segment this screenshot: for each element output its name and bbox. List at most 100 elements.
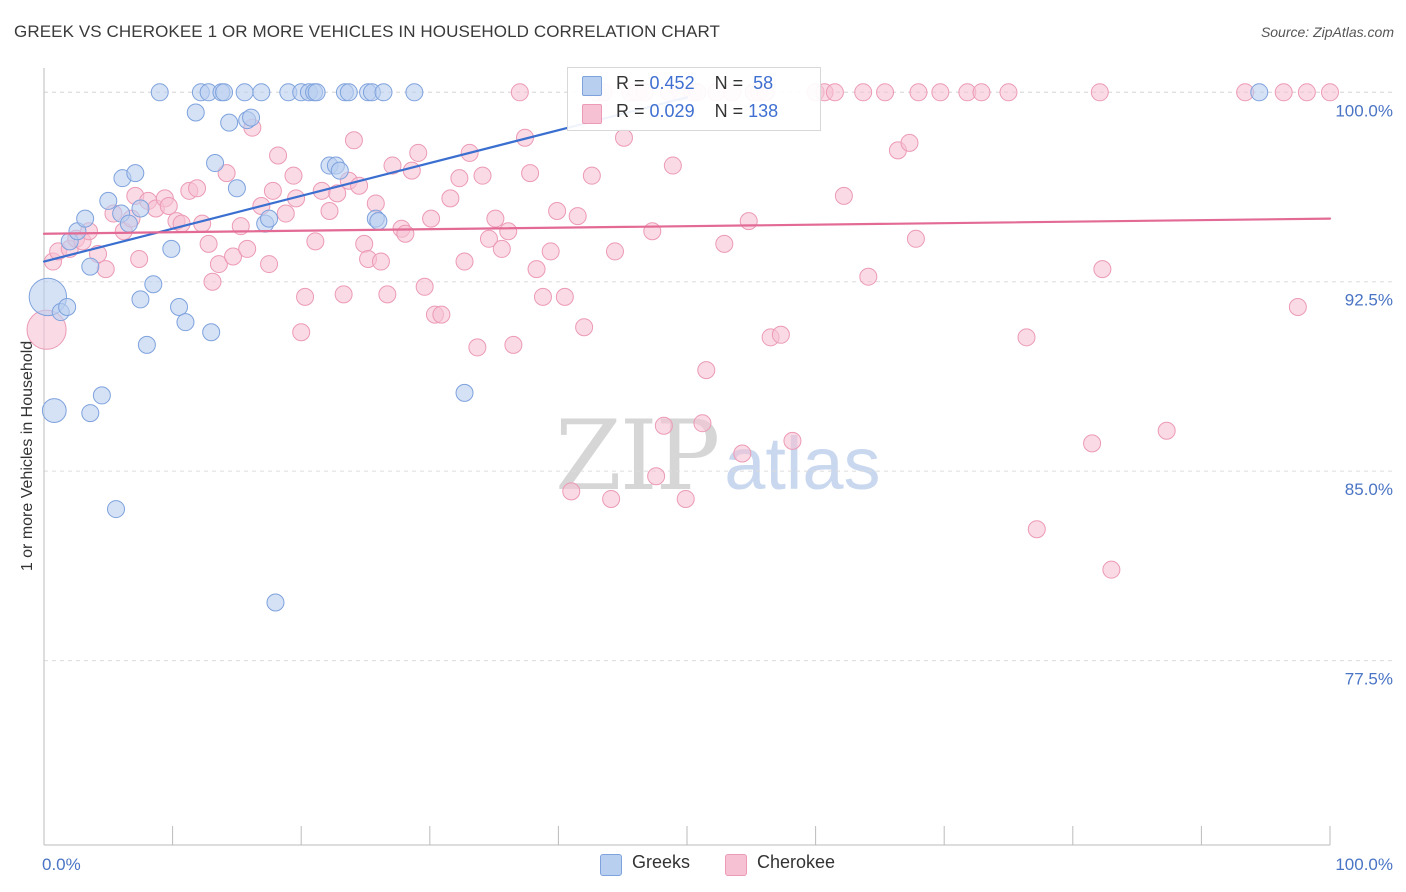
- greek-point: [137, 335, 156, 354]
- greek-point: [92, 386, 111, 405]
- cherokee-point: [859, 267, 878, 286]
- cherokee-point: [96, 260, 115, 279]
- cherokee-point: [355, 234, 374, 253]
- greek-point: [41, 398, 67, 423]
- greeks-swatch: [600, 854, 622, 876]
- cherokee-point: [602, 489, 621, 508]
- greek-point: [1250, 83, 1269, 102]
- cherokee-point: [1027, 520, 1046, 539]
- greek-point: [76, 209, 95, 228]
- cherokee-point: [292, 323, 311, 342]
- cherokee-swatch: [725, 854, 747, 876]
- greek-point: [176, 313, 195, 332]
- greek-point: [215, 83, 234, 102]
- cherokee-point: [533, 287, 552, 306]
- cherokee-point: [1297, 83, 1316, 102]
- cherokee-point: [555, 287, 574, 306]
- cherokee-point: [1090, 83, 1109, 102]
- cherokee-point: [854, 83, 873, 102]
- cherokee-point: [383, 156, 402, 175]
- stats-legend: R = 0.452 N = 58 R = 0.029 N = 138: [567, 67, 821, 131]
- cherokee-point: [450, 169, 469, 188]
- x-tick-label: 100.0%: [1335, 855, 1393, 874]
- cherokee-regression-line: [42, 217, 1332, 235]
- greek-point: [235, 83, 254, 102]
- cherokee-point: [468, 338, 487, 357]
- cherokee-point: [378, 285, 397, 304]
- series-legend: Greeks Cherokee: [0, 852, 1406, 878]
- cherokee-point: [486, 209, 505, 228]
- greek-point: [58, 298, 77, 317]
- greek-point: [330, 161, 349, 180]
- cherokee-point: [771, 325, 790, 344]
- cherokee-point: [527, 260, 546, 279]
- cherokee-point: [575, 318, 594, 337]
- cherokee-point: [188, 179, 207, 198]
- cherokee-point: [366, 194, 385, 213]
- greeks-series: [28, 83, 1269, 612]
- cherokee-point: [504, 335, 523, 354]
- cherokee-point: [409, 143, 428, 162]
- cherokee-point: [739, 212, 758, 231]
- cherokee-point: [643, 222, 662, 241]
- greek-point: [455, 383, 474, 402]
- greek-point: [131, 199, 150, 218]
- cherokee-point: [455, 252, 474, 271]
- cherokee-point: [224, 247, 243, 266]
- cherokee-point: [473, 166, 492, 185]
- cherokee-point: [783, 431, 802, 450]
- greek-point: [81, 257, 100, 276]
- cherokee-point: [510, 83, 529, 102]
- n-value: 58: [753, 73, 774, 93]
- cherokee-point: [422, 209, 441, 228]
- source-label: Source: ZipAtlas.com: [1260, 24, 1394, 40]
- cherokee-point: [676, 489, 695, 508]
- cherokee-point: [415, 277, 434, 296]
- greek-point: [369, 212, 388, 231]
- greek-point: [131, 290, 150, 309]
- greeks-swatch: [582, 76, 602, 96]
- y-tick-label: 92.5%: [1345, 291, 1393, 310]
- y-tick-label: 85.0%: [1345, 480, 1393, 499]
- n-label: N =: [714, 101, 744, 121]
- greek-point: [307, 83, 326, 102]
- cherokee-point: [1093, 260, 1112, 279]
- cherokee-point: [909, 83, 928, 102]
- cherokee-point: [906, 229, 925, 248]
- greek-point: [260, 209, 279, 228]
- cherokee-point: [269, 146, 288, 165]
- legend-text: R = 0.029 N = 138: [616, 101, 778, 122]
- cherokee-point: [130, 250, 149, 269]
- cherokee-point: [1083, 434, 1102, 453]
- cherokee-point: [276, 204, 295, 223]
- cherokee-point: [541, 242, 560, 261]
- cherokee-point: [492, 239, 511, 258]
- greek-point: [206, 154, 225, 173]
- greek-point: [227, 179, 246, 198]
- greek-point: [339, 83, 358, 102]
- cherokee-point: [999, 83, 1018, 102]
- greek-point: [252, 83, 271, 102]
- cherokee-point: [663, 156, 682, 175]
- cherokee-point: [1321, 83, 1339, 102]
- cherokee-point: [1274, 83, 1293, 102]
- cherokee-point: [568, 207, 587, 226]
- cherokee-point: [521, 164, 540, 183]
- greek-point: [405, 83, 424, 102]
- axes: [43, 68, 1331, 846]
- gridlines: [44, 91, 1392, 662]
- cherokee-point: [371, 252, 390, 271]
- cherokee-point: [320, 202, 339, 221]
- greek-point: [107, 500, 126, 519]
- greek-point: [162, 239, 181, 258]
- cherokee-point: [260, 255, 279, 274]
- cherokee-swatch: [582, 104, 602, 124]
- greek-point: [374, 83, 393, 102]
- cherokee-point: [1157, 421, 1176, 440]
- cherokee-point: [334, 285, 353, 304]
- cherokee-point: [402, 161, 421, 180]
- cherokee-point: [432, 305, 451, 324]
- cherokee-point: [159, 196, 178, 215]
- cherokee-point: [172, 214, 191, 233]
